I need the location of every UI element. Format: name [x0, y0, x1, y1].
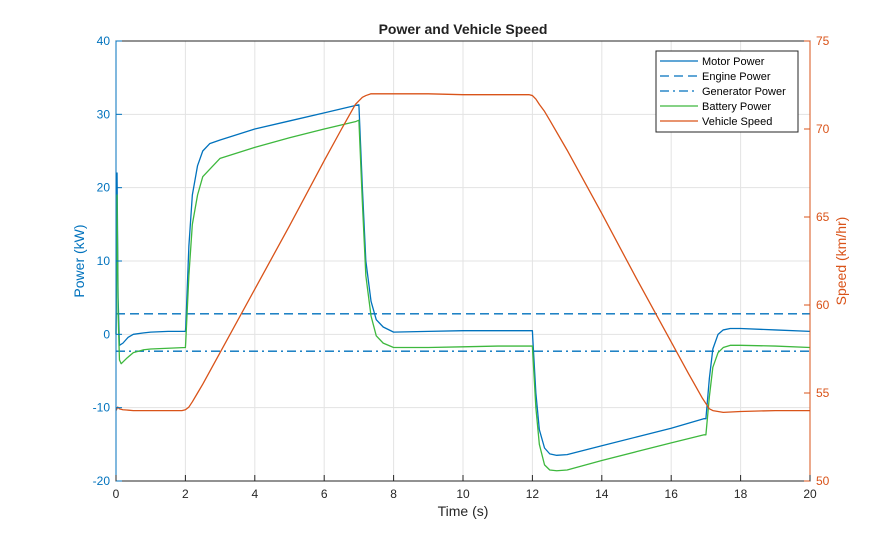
x-tick-label: 20 — [803, 487, 817, 501]
x-tick-label: 18 — [734, 487, 748, 501]
x-axis-label: Time (s) — [438, 503, 489, 519]
legend-label-battery-power: Battery Power — [702, 101, 771, 113]
y-left-tick-label: 0 — [103, 327, 110, 341]
legend: Motor Power Engine Power Generator Power Ba… — [655, 50, 799, 133]
x-tick-label: 6 — [321, 487, 328, 501]
y-left-tick-label: 40 — [97, 34, 111, 48]
y-right-tick-label: 50 — [816, 474, 830, 488]
y-right-tick-label: 75 — [816, 34, 830, 48]
chart-title: Power and Vehicle Speed — [379, 21, 548, 37]
x-tick-label: 12 — [526, 487, 540, 501]
y-left-tick-label: 10 — [97, 254, 111, 268]
x-tick-label: 4 — [251, 487, 258, 501]
legend-label-generator-power: Generator Power — [702, 86, 786, 98]
y-right-tick-label: 60 — [816, 298, 830, 312]
series-line-vehicle-speed — [115, 93, 810, 414]
x-tick-label: 2 — [182, 487, 189, 501]
y-right-tick-label: 55 — [816, 386, 830, 400]
legend-label-motor-power: Motor Power — [702, 56, 765, 68]
left-axis: -20 -10 0 10 20 30 40 — [93, 34, 122, 488]
y-left-tick-label: -20 — [93, 474, 111, 488]
y-axis-left-label: Power (kW) — [71, 224, 87, 297]
y-left-tick-label: 20 — [97, 181, 111, 195]
x-tick-label: 16 — [665, 487, 679, 501]
series-line-battery-power — [115, 119, 811, 472]
legend-label-vehicle-speed: Vehicle Speed — [702, 116, 772, 128]
y-left-tick-label: -10 — [93, 401, 111, 415]
y-left-tick-label: 30 — [97, 107, 111, 121]
series-layer — [115, 93, 811, 472]
x-tick-label: 0 — [113, 487, 120, 501]
x-tick-label: 14 — [595, 487, 609, 501]
right-axis: 50 55 60 65 70 75 — [804, 34, 830, 488]
x-tick-label: 10 — [456, 487, 470, 501]
y-right-tick-label: 65 — [816, 210, 830, 224]
y-right-tick-label: 70 — [816, 122, 830, 136]
x-tick-label: 8 — [390, 487, 397, 501]
y-axis-right-label: Speed (km/hr) — [833, 217, 849, 306]
legend-label-engine-power: Engine Power — [702, 71, 771, 83]
series-line-motor-power — [115, 104, 811, 456]
x-axis: 0 2 4 6 8 10 12 14 16 18 20 — [113, 475, 817, 501]
